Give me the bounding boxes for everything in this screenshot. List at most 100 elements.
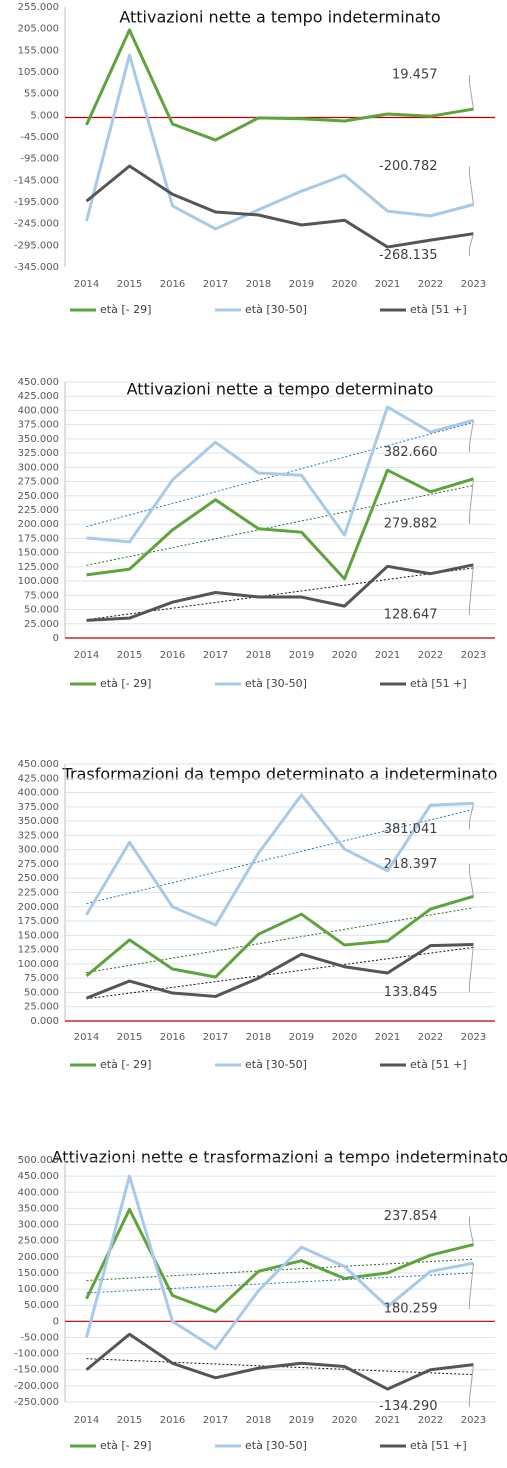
x-tick-label: 2020 bbox=[332, 1415, 357, 1426]
legend-label: età [30-50] bbox=[245, 677, 307, 690]
chart-title: Attivazioni nette a tempo determinato bbox=[127, 380, 434, 399]
y-tick-label: 275.000 bbox=[18, 477, 59, 488]
leader-line bbox=[469, 803, 474, 830]
x-tick-label: 2023 bbox=[461, 1032, 486, 1043]
leader-line bbox=[469, 1216, 474, 1245]
chart-title: Attivazioni nette e trasformazioni a tem… bbox=[52, 1148, 507, 1167]
value-label: 180.259 bbox=[384, 1302, 438, 1317]
y-tick-label: 350.000 bbox=[18, 434, 59, 445]
y-tick-label: 425.000 bbox=[18, 773, 59, 784]
series-line bbox=[85, 53, 474, 231]
leader-line bbox=[469, 420, 474, 453]
x-tick-label: 2018 bbox=[246, 650, 271, 661]
chart-title: Trasformazioni da tempo determinato a in… bbox=[62, 765, 498, 784]
x-tick-label: 2019 bbox=[289, 650, 314, 661]
x-tick-label: 2022 bbox=[418, 650, 443, 661]
leader-line bbox=[469, 478, 474, 524]
leader-line bbox=[469, 75, 474, 110]
trendline bbox=[86, 484, 474, 566]
series-line bbox=[85, 943, 474, 1000]
series-line bbox=[85, 28, 474, 142]
y-tick-label: 325.000 bbox=[18, 830, 59, 841]
y-tick-label: 375.000 bbox=[18, 802, 59, 813]
series-line bbox=[86, 405, 474, 544]
legend-label: età [- 29] bbox=[100, 1439, 151, 1452]
y-tick-label: 0 bbox=[53, 1316, 59, 1327]
y-tick-label: 250.000 bbox=[18, 1236, 59, 1247]
y-tick-label: 5.000 bbox=[30, 110, 59, 121]
y-tick-label: 200.000 bbox=[18, 902, 59, 913]
value-label: 381.041 bbox=[384, 822, 438, 837]
y-tick-label: 55.000 bbox=[24, 89, 59, 100]
value-label: 382.660 bbox=[384, 445, 438, 460]
y-tick-label: 325.000 bbox=[18, 448, 59, 459]
x-tick-label: 2019 bbox=[289, 279, 314, 290]
chart-title: Attivazioni nette a tempo indeterminato bbox=[119, 8, 440, 27]
x-tick-label: 2019 bbox=[289, 1032, 314, 1043]
value-label: -200.782 bbox=[379, 159, 437, 174]
y-tick-label: 50.000 bbox=[24, 987, 59, 998]
y-tick-label: 100.000 bbox=[18, 576, 59, 587]
leader-line bbox=[469, 233, 474, 256]
y-tick-label: 300.000 bbox=[18, 845, 59, 856]
y-tick-label: 100.000 bbox=[18, 1284, 59, 1295]
trendline bbox=[86, 1272, 474, 1294]
x-tick-label: 2020 bbox=[332, 1032, 357, 1043]
y-tick-label: 200.000 bbox=[18, 1252, 59, 1263]
value-label: 128.647 bbox=[384, 607, 438, 622]
value-label: 237.854 bbox=[384, 1209, 438, 1224]
x-tick-label: 2022 bbox=[418, 1415, 443, 1426]
x-tick-label: 2014 bbox=[74, 650, 99, 661]
value-label: -134.290 bbox=[379, 1399, 437, 1414]
y-tick-label: 425.000 bbox=[18, 391, 59, 402]
x-tick-label: 2018 bbox=[246, 1415, 271, 1426]
x-tick-label: 2021 bbox=[375, 650, 400, 661]
y-tick-label: 50.000 bbox=[24, 1300, 59, 1311]
x-tick-label: 2017 bbox=[203, 1032, 228, 1043]
y-tick-label: 150.000 bbox=[18, 1268, 59, 1279]
y-tick-label: -50.000 bbox=[20, 1332, 59, 1343]
x-tick-label: 2022 bbox=[418, 279, 443, 290]
x-tick-label: 2023 bbox=[461, 1415, 486, 1426]
y-tick-label: 350.000 bbox=[18, 1203, 59, 1214]
y-tick-label: -100.000 bbox=[14, 1349, 59, 1360]
y-tick-label: -195.000 bbox=[14, 197, 59, 208]
y-tick-label: 75.000 bbox=[24, 590, 59, 601]
y-tick-label: 50.000 bbox=[24, 605, 59, 616]
y-tick-label: 25.000 bbox=[24, 1002, 59, 1013]
x-tick-label: 2016 bbox=[160, 1032, 185, 1043]
value-label: 279.882 bbox=[384, 516, 438, 531]
y-tick-label: 450.000 bbox=[18, 377, 59, 388]
x-tick-label: 2015 bbox=[117, 650, 142, 661]
leader-line bbox=[469, 1263, 474, 1310]
x-tick-label: 2020 bbox=[332, 279, 357, 290]
y-tick-label: 225.000 bbox=[18, 888, 59, 899]
x-tick-label: 2021 bbox=[375, 279, 400, 290]
y-tick-label: 300.000 bbox=[18, 462, 59, 473]
legend-label: età [30-50] bbox=[245, 1439, 307, 1452]
value-label: -268.135 bbox=[379, 248, 437, 263]
x-tick-label: 2022 bbox=[418, 1032, 443, 1043]
y-tick-label: 150.000 bbox=[18, 930, 59, 941]
x-tick-label: 2021 bbox=[375, 1415, 400, 1426]
legend-label: età [- 29] bbox=[100, 677, 151, 690]
x-tick-label: 2017 bbox=[203, 1415, 228, 1426]
y-tick-label: 250.000 bbox=[18, 873, 59, 884]
y-tick-label: 450.000 bbox=[18, 1171, 59, 1182]
legend-label: età [- 29] bbox=[100, 1058, 151, 1071]
y-tick-label: 125.000 bbox=[18, 562, 59, 573]
x-tick-label: 2016 bbox=[160, 650, 185, 661]
y-tick-label: -245.000 bbox=[14, 219, 59, 230]
y-tick-label: 125.000 bbox=[18, 945, 59, 956]
x-tick-label: 2018 bbox=[246, 279, 271, 290]
x-tick-label: 2016 bbox=[160, 279, 185, 290]
y-tick-label: -250.000 bbox=[14, 1397, 59, 1408]
y-tick-label: -295.000 bbox=[14, 240, 59, 251]
series-line bbox=[86, 563, 474, 622]
leader-line bbox=[469, 864, 474, 897]
x-tick-label: 2015 bbox=[117, 1415, 142, 1426]
y-tick-label: 400.000 bbox=[18, 405, 59, 416]
x-tick-label: 2020 bbox=[332, 650, 357, 661]
series-line bbox=[85, 894, 474, 979]
value-label: 133.845 bbox=[384, 985, 438, 1000]
